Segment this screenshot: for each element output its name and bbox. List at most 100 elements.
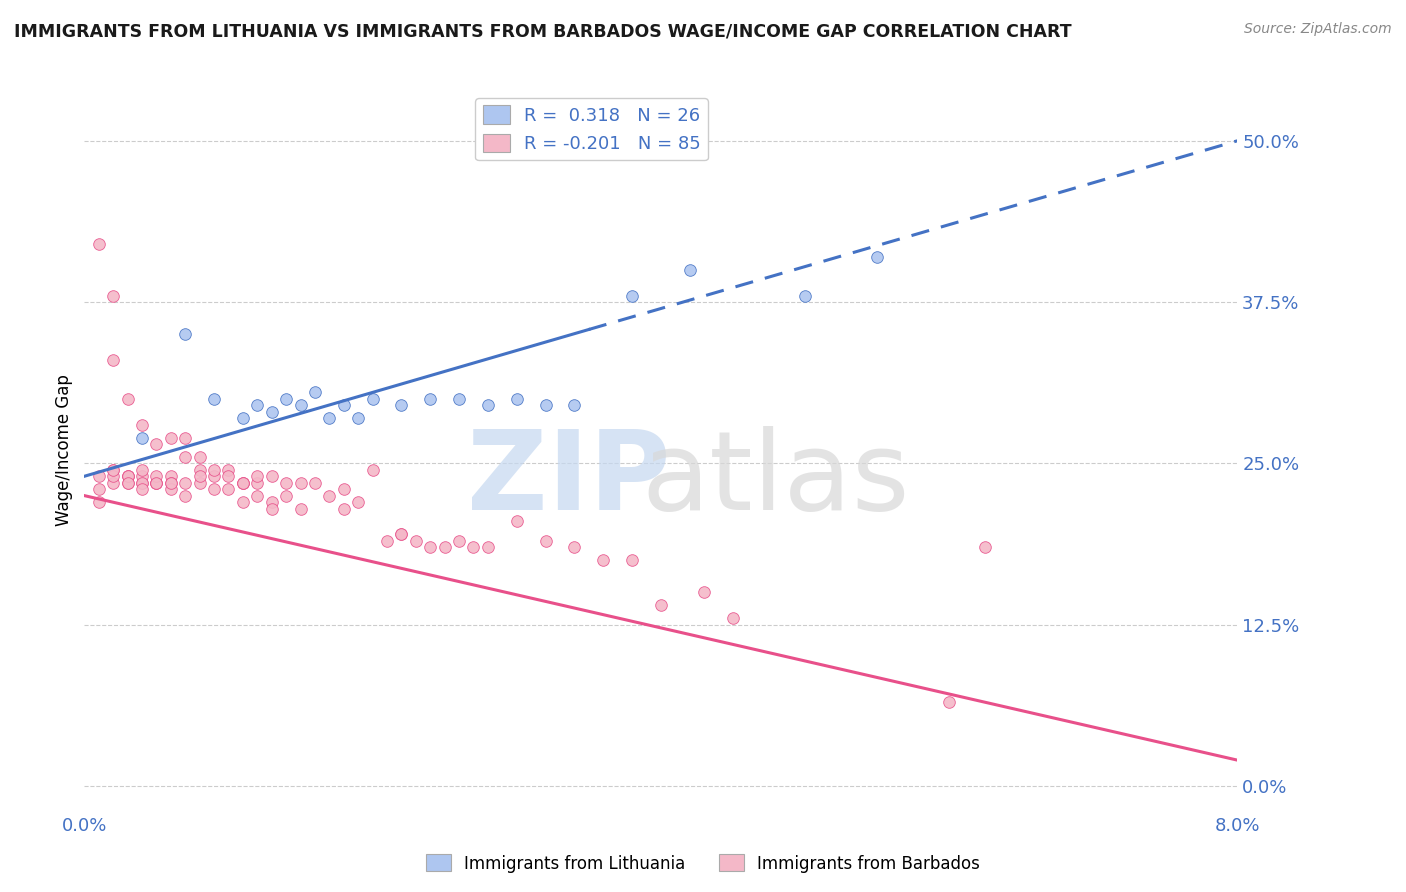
Point bbox=[621, 553, 644, 567]
Point bbox=[449, 392, 471, 406]
Point bbox=[160, 431, 183, 445]
Point bbox=[679, 263, 702, 277]
Point bbox=[188, 463, 211, 477]
Point bbox=[188, 469, 211, 483]
Point bbox=[174, 431, 197, 445]
Point bbox=[87, 482, 110, 496]
Point bbox=[391, 527, 413, 541]
Point bbox=[592, 553, 614, 567]
Point bbox=[794, 288, 817, 302]
Point bbox=[433, 540, 456, 554]
Point bbox=[131, 475, 153, 490]
Point bbox=[145, 475, 167, 490]
Point bbox=[174, 450, 197, 464]
Point bbox=[290, 398, 312, 412]
Point bbox=[232, 495, 254, 509]
Point bbox=[131, 475, 153, 490]
Point bbox=[361, 463, 384, 477]
Point bbox=[276, 489, 298, 503]
Point bbox=[564, 398, 586, 412]
Point bbox=[246, 475, 269, 490]
Point bbox=[260, 405, 283, 419]
Point bbox=[103, 469, 124, 483]
Point bbox=[103, 288, 124, 302]
Point bbox=[117, 392, 139, 406]
Point bbox=[347, 495, 370, 509]
Point bbox=[103, 463, 124, 477]
Point bbox=[361, 392, 384, 406]
Point bbox=[160, 475, 183, 490]
Point bbox=[318, 411, 340, 425]
Point bbox=[218, 482, 240, 496]
Point bbox=[260, 501, 283, 516]
Point bbox=[218, 463, 240, 477]
Point bbox=[246, 398, 269, 412]
Point bbox=[974, 540, 997, 554]
Point bbox=[87, 237, 110, 252]
Point bbox=[160, 482, 183, 496]
Point bbox=[145, 437, 167, 451]
Point bbox=[145, 475, 167, 490]
Point bbox=[333, 501, 356, 516]
Point bbox=[202, 482, 225, 496]
Point bbox=[232, 411, 254, 425]
Point bbox=[174, 475, 197, 490]
Point bbox=[232, 475, 254, 490]
Point bbox=[131, 469, 153, 483]
Point bbox=[477, 540, 499, 554]
Point bbox=[333, 398, 356, 412]
Point bbox=[246, 489, 269, 503]
Point bbox=[304, 385, 326, 400]
Point bbox=[693, 585, 716, 599]
Point bbox=[506, 515, 529, 529]
Point bbox=[405, 533, 427, 548]
Point bbox=[650, 599, 672, 613]
Y-axis label: Wage/Income Gap: Wage/Income Gap bbox=[55, 375, 73, 526]
Point bbox=[721, 611, 744, 625]
Text: IMMIGRANTS FROM LITHUANIA VS IMMIGRANTS FROM BARBADOS WAGE/INCOME GAP CORRELATIO: IMMIGRANTS FROM LITHUANIA VS IMMIGRANTS … bbox=[14, 22, 1071, 40]
Point bbox=[232, 475, 254, 490]
Point bbox=[202, 463, 225, 477]
Point bbox=[463, 540, 485, 554]
Text: atlas: atlas bbox=[643, 425, 910, 533]
Point bbox=[232, 475, 254, 490]
Point bbox=[117, 469, 139, 483]
Point bbox=[188, 450, 211, 464]
Point bbox=[534, 398, 557, 412]
Point bbox=[87, 495, 110, 509]
Point bbox=[145, 469, 167, 483]
Point bbox=[131, 431, 153, 445]
Text: Source: ZipAtlas.com: Source: ZipAtlas.com bbox=[1244, 22, 1392, 37]
Point bbox=[938, 695, 960, 709]
Point bbox=[347, 411, 370, 425]
Point bbox=[391, 398, 413, 412]
Point bbox=[117, 469, 139, 483]
Point bbox=[202, 392, 225, 406]
Point bbox=[174, 327, 197, 342]
Point bbox=[202, 469, 225, 483]
Point bbox=[103, 353, 124, 368]
Point bbox=[174, 489, 197, 503]
Point bbox=[290, 475, 312, 490]
Point bbox=[477, 398, 499, 412]
Point bbox=[621, 288, 644, 302]
Point bbox=[534, 533, 557, 548]
Point bbox=[218, 469, 240, 483]
Point bbox=[391, 527, 413, 541]
Legend: Immigrants from Lithuania, Immigrants from Barbados: Immigrants from Lithuania, Immigrants fr… bbox=[419, 847, 987, 880]
Point bbox=[290, 501, 312, 516]
Point bbox=[375, 533, 398, 548]
Point bbox=[276, 475, 298, 490]
Point bbox=[276, 392, 298, 406]
Point bbox=[333, 482, 356, 496]
Point bbox=[103, 463, 124, 477]
Point bbox=[117, 469, 139, 483]
Point bbox=[318, 489, 340, 503]
Point bbox=[304, 475, 326, 490]
Point bbox=[564, 540, 586, 554]
Point bbox=[419, 540, 441, 554]
Point bbox=[131, 417, 153, 432]
Point bbox=[131, 482, 153, 496]
Point bbox=[87, 469, 110, 483]
Text: ZIP: ZIP bbox=[467, 425, 671, 533]
